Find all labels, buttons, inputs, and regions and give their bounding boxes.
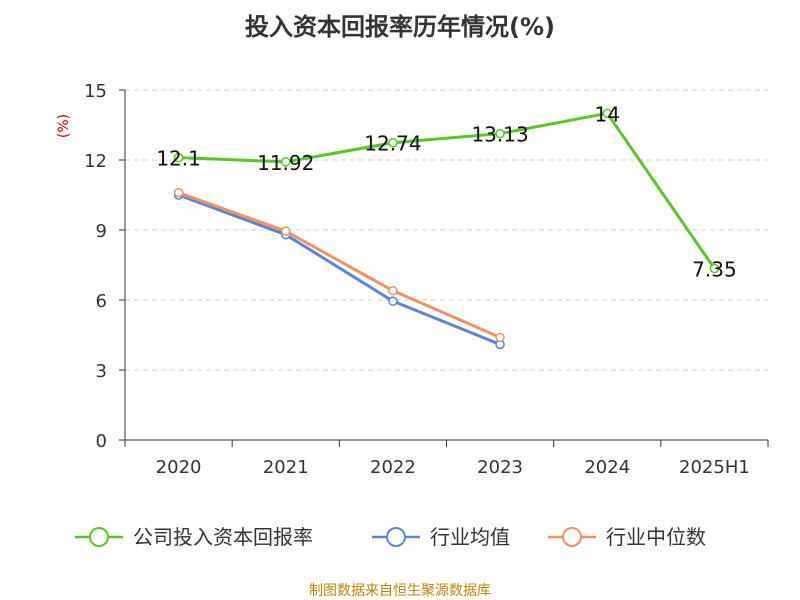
y-tick-label: 3 — [96, 361, 107, 382]
data-point — [173, 152, 184, 163]
grid-lines — [125, 89, 768, 371]
series-layer — [173, 108, 720, 350]
data-labels: 12.1 11.92 12.74 13.13 14 7.35 — [156, 102, 736, 281]
y-tick-label: 15 — [84, 81, 107, 102]
data-label: 12.74 — [364, 132, 421, 156]
data-point — [495, 128, 505, 139]
legend-label: 行业中位数 — [606, 525, 706, 549]
data-point — [281, 226, 291, 236]
chart-title: 投入资本回报率历年情况(%) — [245, 13, 555, 41]
series-line — [178, 111, 716, 270]
data-point — [602, 108, 612, 119]
series-2 — [173, 187, 505, 343]
series-line — [178, 191, 501, 339]
series-0 — [173, 108, 720, 274]
legend-item: 公司投入资本回报率 — [75, 525, 313, 549]
x-tick-label: 2021 — [263, 457, 309, 478]
x-tick-label: 2024 — [584, 457, 630, 478]
legend-marker — [89, 527, 109, 547]
data-point — [709, 263, 720, 274]
x-tick-label: 2025H1 — [679, 457, 750, 478]
legend: 公司投入资本回报率 行业均值 行业中位数 — [75, 525, 706, 549]
data-label: 11.92 — [257, 151, 314, 175]
y-axis-unit: (%) — [56, 114, 72, 138]
y-tick-label: 6 — [96, 291, 107, 312]
source-note: 制图数据来自恒生聚源数据库 — [309, 583, 491, 599]
y-tick-label: 0 — [96, 431, 107, 452]
data-point — [388, 285, 398, 296]
y-tick-label: 12 — [84, 151, 107, 172]
x-tick-label: 2023 — [477, 457, 523, 478]
data-point — [388, 137, 398, 148]
x-tick-label: 2020 — [156, 457, 202, 478]
legend-item: 行业均值 — [372, 525, 510, 549]
data-label: 7.35 — [692, 258, 737, 282]
y-tick-label: 9 — [96, 221, 107, 242]
data-label: 13.13 — [471, 123, 528, 147]
data-point — [495, 332, 505, 343]
x-tick-label: 2022 — [370, 457, 416, 478]
legend-marker — [386, 527, 406, 547]
legend-marker — [562, 527, 582, 547]
data-label: 14 — [595, 102, 620, 126]
legend-label: 行业均值 — [430, 525, 510, 549]
data-point — [173, 187, 184, 198]
legend-item: 行业中位数 — [548, 525, 706, 549]
axes: 0 3 6 9 12 15 2020 2021 2022 2023 2024 2025H1 — [84, 81, 769, 478]
series-1 — [173, 190, 505, 350]
series-line — [178, 193, 501, 346]
data-label: 12.1 — [156, 147, 201, 171]
data-point — [388, 296, 398, 306]
legend-label: 公司投入资本回报率 — [133, 525, 313, 549]
data-point — [281, 157, 291, 167]
